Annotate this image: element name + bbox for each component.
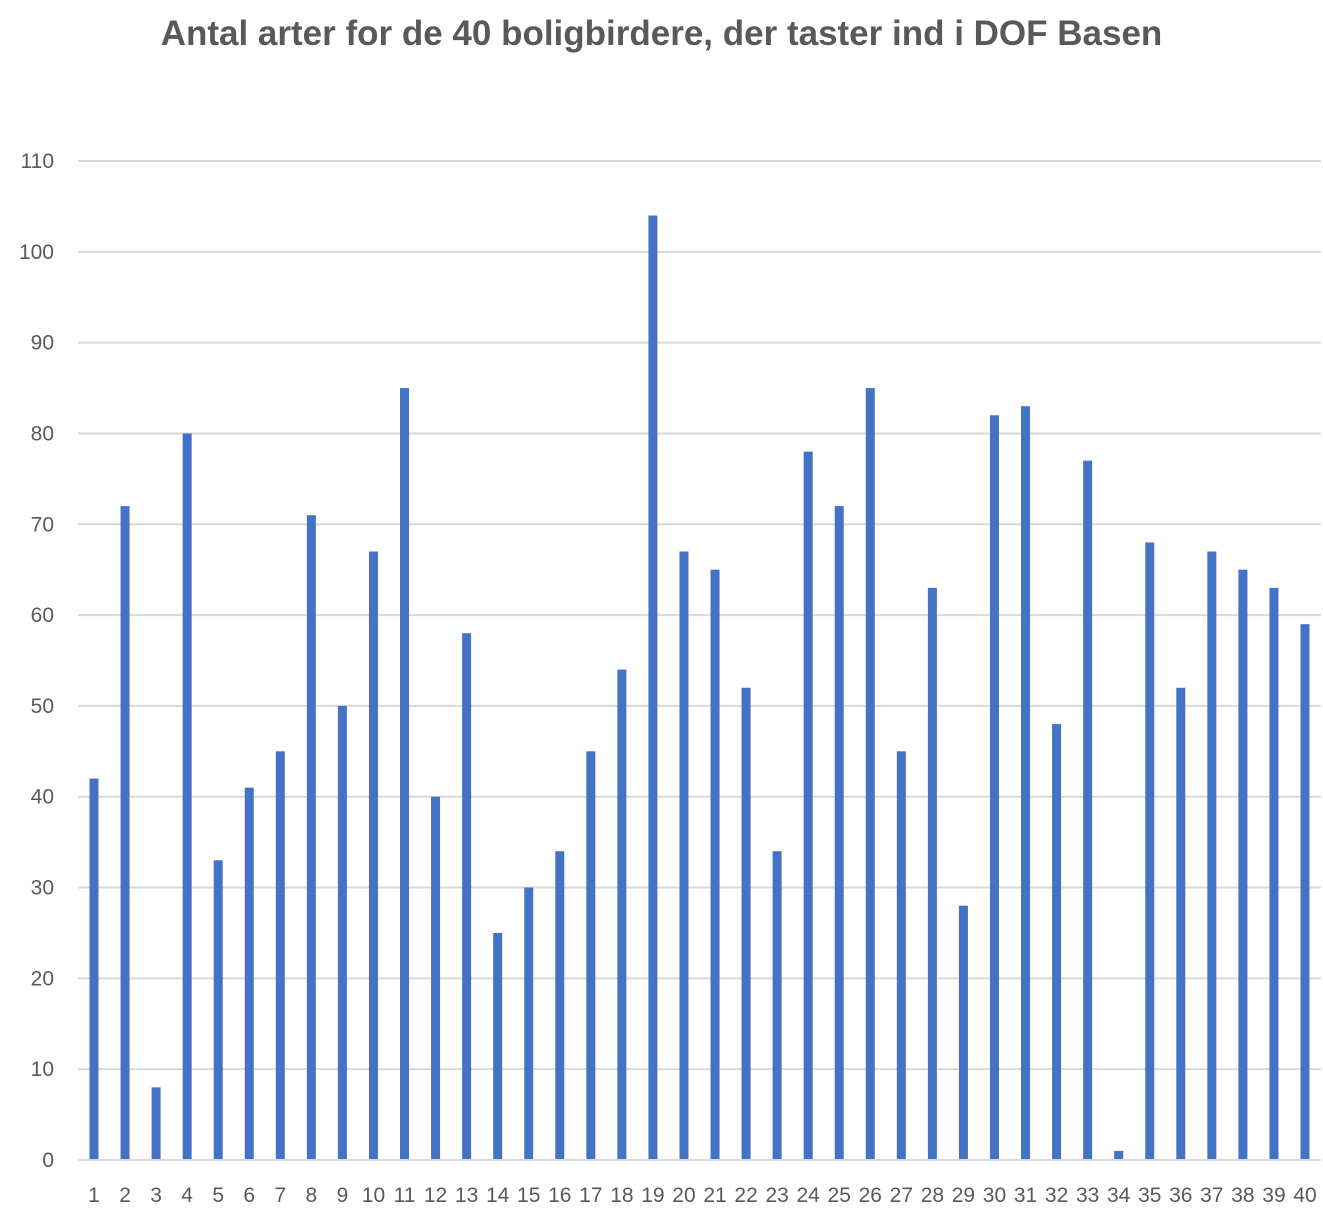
x-tick-label: 12: [424, 1184, 447, 1207]
y-tick-label: 30: [31, 877, 54, 900]
bar-15: [524, 887, 534, 1160]
x-tick-label: 10: [362, 1184, 385, 1207]
x-tick-label: 28: [921, 1184, 944, 1207]
y-tick-label: 50: [31, 695, 54, 718]
x-tick-label: 17: [579, 1184, 602, 1207]
bar-25: [834, 506, 844, 1160]
bar-27: [896, 751, 906, 1160]
x-tick-label: 2: [119, 1184, 131, 1207]
bar-33: [1083, 460, 1093, 1160]
x-tick-label: 13: [455, 1184, 478, 1207]
x-tick-label: 39: [1262, 1184, 1285, 1207]
bar-17: [586, 751, 596, 1160]
x-tick-label: 23: [765, 1184, 788, 1207]
bar-31: [1021, 406, 1031, 1160]
x-tick-label: 40: [1293, 1184, 1316, 1207]
x-tick-label: 6: [243, 1184, 255, 1207]
bar-35: [1145, 542, 1155, 1160]
bar-34: [1114, 1150, 1124, 1160]
bar-4: [182, 433, 192, 1160]
x-tick-label: 37: [1200, 1184, 1223, 1207]
x-tick-label: 20: [672, 1184, 695, 1207]
bar-32: [1052, 724, 1062, 1160]
bars: [89, 215, 1310, 1161]
y-tick-label: 0: [42, 1149, 54, 1172]
bar-2: [120, 506, 130, 1160]
x-tick-label: 9: [337, 1184, 349, 1207]
x-tick-label: 5: [212, 1184, 224, 1207]
y-axis-tick-labels: 0 10 20 30 40 50 60 70 80 90 100 110: [19, 150, 54, 1172]
bar-21: [710, 569, 720, 1160]
bar-23: [772, 851, 782, 1160]
x-tick-label: 30: [983, 1184, 1006, 1207]
bar-38: [1238, 569, 1248, 1160]
gridlines: [78, 160, 1321, 1071]
bar-20: [679, 551, 689, 1160]
x-tick-label: 21: [703, 1184, 726, 1207]
bar-29: [958, 905, 968, 1160]
bar-8: [306, 515, 316, 1160]
x-tick-label: 24: [796, 1184, 820, 1207]
x-tick-label: 22: [734, 1184, 757, 1207]
x-tick-label: 8: [306, 1184, 318, 1207]
x-tick-label: 16: [548, 1184, 571, 1207]
y-tick-label: 40: [31, 786, 54, 809]
bar-18: [617, 669, 627, 1160]
x-tick-label: 27: [890, 1184, 913, 1207]
bar-12: [431, 796, 441, 1160]
bar-14: [493, 932, 503, 1160]
bar-24: [803, 451, 813, 1161]
y-tick-label: 20: [31, 967, 54, 990]
bar-22: [741, 687, 751, 1160]
bar-7: [275, 751, 285, 1160]
x-tick-label: 7: [274, 1184, 286, 1207]
x-tick-label: 14: [486, 1184, 510, 1207]
bar-19: [648, 215, 658, 1160]
bar-16: [555, 851, 565, 1160]
chart-title: Antal arter for de 40 boligbirdere, der …: [160, 14, 1163, 53]
x-tick-label: 31: [1014, 1184, 1037, 1207]
x-tick-label: 19: [641, 1184, 664, 1207]
y-tick-label: 90: [31, 332, 54, 355]
bar-3: [151, 1087, 161, 1160]
y-tick-label: 80: [31, 422, 54, 445]
bar-40: [1300, 624, 1310, 1160]
x-tick-label: 26: [859, 1184, 882, 1207]
x-tick-label: 29: [952, 1184, 975, 1207]
x-tick-label: 11: [394, 1184, 416, 1207]
bar-28: [927, 587, 937, 1160]
x-tick-label: 4: [181, 1184, 193, 1207]
y-tick-label: 10: [31, 1058, 54, 1081]
bar-13: [462, 633, 472, 1160]
bar-37: [1207, 551, 1217, 1160]
x-tick-label: 18: [610, 1184, 633, 1207]
y-tick-label: 110: [21, 150, 54, 173]
x-tick-label: 38: [1231, 1184, 1254, 1207]
bar-30: [989, 415, 999, 1161]
bar-5: [213, 860, 223, 1160]
bar-9: [337, 705, 347, 1160]
x-tick-label: 35: [1138, 1184, 1161, 1207]
x-tick-label: 3: [150, 1184, 162, 1207]
bar-6: [244, 787, 254, 1160]
bar-10: [368, 551, 378, 1160]
x-tick-label: 15: [517, 1184, 540, 1207]
x-tick-label: 32: [1045, 1184, 1068, 1207]
y-tick-label: 60: [31, 604, 54, 627]
bar-11: [400, 388, 410, 1161]
x-axis-tick-labels: 1 2 3 4 5 6 7 8 9 10 11 12 13 14 15 16 17 18 19 20 21 22 23 24 2…: [88, 1184, 1317, 1207]
bar-1: [89, 778, 99, 1160]
y-tick-label: 100: [19, 241, 54, 264]
bar-39: [1269, 587, 1279, 1160]
x-tick-label: 25: [828, 1184, 851, 1207]
x-tick-label: 33: [1076, 1184, 1099, 1207]
x-tick-label: 36: [1169, 1184, 1192, 1207]
y-tick-label: 70: [31, 513, 54, 536]
bar-26: [865, 388, 875, 1161]
bar-36: [1176, 687, 1186, 1160]
x-tick-label: 1: [88, 1184, 100, 1207]
x-tick-label: 34: [1107, 1184, 1131, 1207]
